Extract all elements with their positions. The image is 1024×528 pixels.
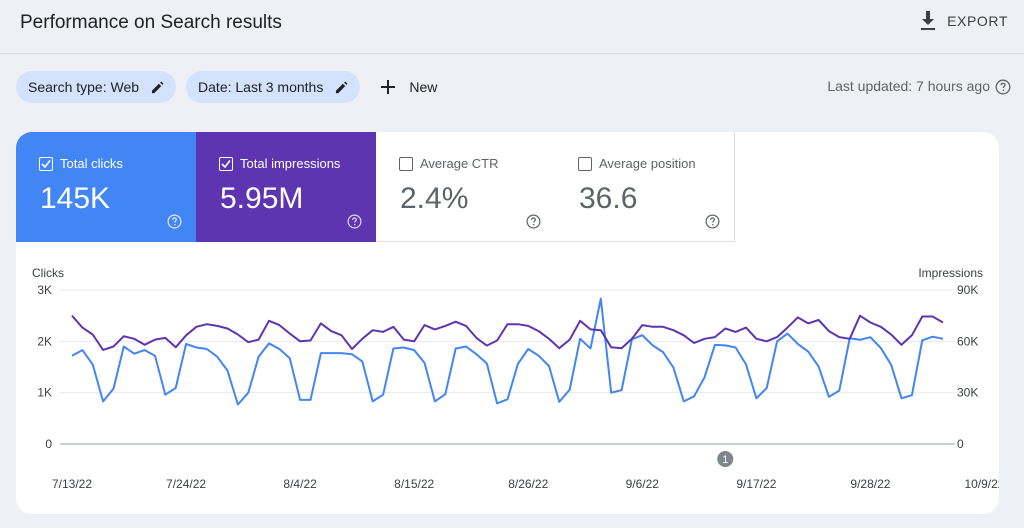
- help-icon[interactable]: [526, 214, 541, 229]
- page-title: Performance on Search results: [20, 12, 282, 33]
- metric-label: Average position: [599, 156, 696, 171]
- x-tick-label: 10/9/22: [964, 477, 999, 491]
- annotation-marker[interactable]: 1: [717, 451, 734, 467]
- filter-bar: Search type: Web Date: Last 3 months New: [16, 71, 447, 103]
- metric-checkbox[interactable]: [578, 157, 592, 171]
- metric-tile-average-position[interactable]: Average position 36.6: [555, 132, 735, 242]
- series-line-clicks: [71, 297, 944, 406]
- metric-tile-total-impressions[interactable]: Total impressions 5.95M: [196, 132, 376, 242]
- series-line-impressions: [71, 314, 944, 351]
- metric-label: Total impressions: [240, 156, 341, 171]
- x-tick-label: 8/4/22: [283, 477, 317, 491]
- metric-checkbox[interactable]: [219, 157, 233, 171]
- x-tick-label: 7/24/22: [166, 477, 206, 491]
- pencil-icon: [336, 80, 348, 93]
- metric-value: 2.4%: [400, 182, 469, 215]
- help-icon[interactable]: [347, 214, 362, 229]
- check-icon: [41, 160, 51, 169]
- new-filter-button[interactable]: New: [370, 71, 447, 103]
- search-type-label: Search type: Web: [28, 79, 140, 95]
- y-left-tick-label: 0: [45, 437, 52, 451]
- help-icon[interactable]: [995, 79, 1011, 95]
- date-label: Date: Last 3 months: [198, 79, 324, 95]
- y-left-tick-label: 1K: [37, 386, 52, 400]
- annotation-label: 1: [722, 454, 728, 466]
- x-tick-label: 8/15/22: [394, 477, 434, 491]
- performance-card: Total clicks 145K Total impressions 5.95…: [16, 132, 999, 514]
- export-button[interactable]: EXPORT: [919, 11, 1008, 31]
- download-icon: [921, 11, 936, 30]
- metric-tile-total-clicks[interactable]: Total clicks 145K: [16, 132, 196, 242]
- metric-value: 36.6: [579, 182, 638, 215]
- y-left-axis-title: Clicks: [32, 266, 64, 280]
- y-right-tick-label: 60K: [957, 334, 978, 348]
- new-filter-label: New: [409, 79, 438, 95]
- date-chip[interactable]: Date: Last 3 months: [186, 71, 361, 103]
- y-right-tick-label: 90K: [957, 283, 978, 297]
- y-left-tick-label: 2K: [37, 334, 52, 348]
- metric-checkbox[interactable]: [39, 157, 53, 171]
- x-tick-label: 7/13/22: [52, 477, 92, 491]
- metric-label: Total clicks: [60, 156, 123, 171]
- x-tick-label: 9/17/22: [736, 477, 776, 491]
- metric-value: 145K: [40, 182, 111, 215]
- metric-checkbox[interactable]: [399, 157, 413, 171]
- x-tick-label: 9/6/22: [626, 477, 660, 491]
- y-left-tick-label: 3K: [37, 283, 52, 297]
- search-type-chip[interactable]: Search type: Web: [16, 71, 177, 103]
- check-icon: [221, 160, 231, 169]
- x-tick-label: 9/28/22: [850, 477, 890, 491]
- metric-label: Average CTR: [420, 156, 499, 171]
- performance-chart: Clicks Impressions 0 0 1K 30K 2K 60K 3K 90K 7/13/2…: [16, 262, 999, 512]
- page-header: Performance on Search results EXPORT: [0, 0, 1024, 54]
- y-right-tick-label: 30K: [957, 386, 978, 400]
- metric-value: 5.95M: [220, 182, 304, 215]
- help-icon[interactable]: [705, 214, 720, 229]
- pencil-icon: [151, 80, 164, 93]
- y-right-axis-title: Impressions: [918, 266, 983, 280]
- export-label: EXPORT: [947, 13, 1008, 29]
- last-updated-text: Last updated: 7 hours ago: [827, 78, 990, 94]
- help-icon[interactable]: [167, 214, 182, 229]
- chart-svg: Clicks Impressions 0 0 1K 30K 2K 60K 3K 90K 7/13/2…: [32, 266, 999, 491]
- y-right-tick-label: 0: [957, 437, 964, 451]
- x-tick-label: 8/26/22: [508, 477, 548, 491]
- plus-icon: [381, 80, 396, 94]
- metric-tile-average-ctr[interactable]: Average CTR 2.4%: [376, 132, 556, 242]
